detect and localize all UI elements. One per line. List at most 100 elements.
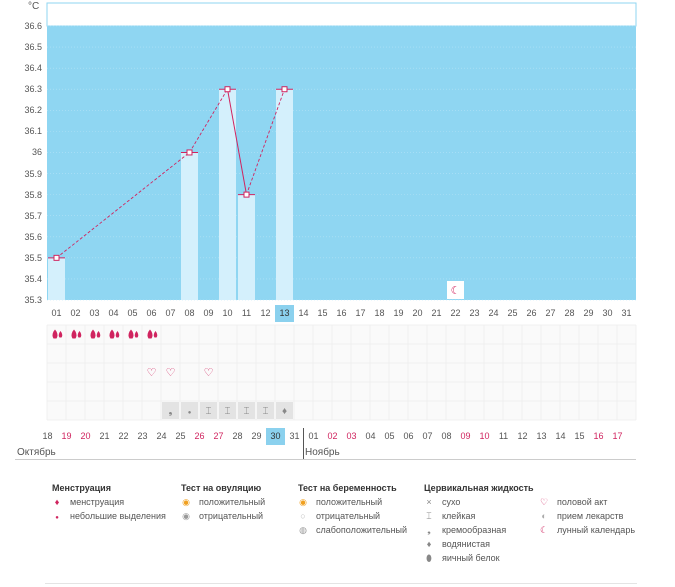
- creamy-icon: ❟: [427, 525, 431, 535]
- menstruation-drop-icon: [90, 329, 101, 339]
- legend-ovulation-positive: ◉ положительный: [179, 497, 265, 508]
- legend-fluid-sticky: ⌶ клейкая: [422, 511, 475, 522]
- y-tick-label: 36.3: [24, 84, 42, 95]
- legend-menstruation-title: Менструация: [52, 483, 111, 493]
- cycle-day-label[interactable]: 19: [393, 308, 404, 318]
- calendar-date-label: 09: [460, 431, 471, 441]
- legend-medication: ◐ прием лекарств: [537, 511, 623, 521]
- cycle-day-label[interactable]: 02: [70, 308, 81, 318]
- cycle-day-label[interactable]: 23: [469, 308, 480, 318]
- y-tick-label: 35.5: [24, 252, 42, 263]
- legend-label: яичный белок: [442, 553, 500, 563]
- cycle-day-label[interactable]: 27: [545, 308, 556, 318]
- cycle-day-label[interactable]: 05: [127, 308, 138, 318]
- cycle-day-label[interactable]: 20: [412, 308, 423, 318]
- fluid-cell: [181, 402, 198, 419]
- spotting-icon: ●: [188, 410, 192, 416]
- egg-white-icon: ⬮: [426, 553, 432, 563]
- month-label: Октябрь: [17, 447, 56, 458]
- temperature-chart: ☾ ♡ ♡ ♡ ❟ ● ⌶ ⌶ ⌶ ⌶ ♦: [46, 2, 637, 421]
- ovulation-positive-icon: ◉: [182, 497, 190, 507]
- calendar-date-label: 16: [593, 431, 604, 441]
- cycle-day-label[interactable]: 21: [431, 308, 442, 318]
- sticky-icon: ⌶: [426, 511, 432, 521]
- y-tick-label: 36.6: [24, 21, 42, 31]
- cycle-day-label[interactable]: 01: [51, 308, 62, 318]
- legend-fluid-watery: ♦ водянистая: [422, 539, 490, 549]
- cycle-day-label[interactable]: 12: [260, 308, 271, 318]
- cycle-day-label[interactable]: 24: [488, 308, 499, 318]
- temperature-bar: [48, 257, 65, 300]
- calendar-date-label: 25: [175, 431, 186, 441]
- legend-pregnancy-title: Тест на беременность: [298, 483, 397, 493]
- cycle-day-label[interactable]: 06: [146, 308, 157, 318]
- y-axis-unit: °C: [28, 1, 40, 12]
- pill-icon: ◐: [541, 511, 547, 521]
- cycle-day-label[interactable]: 25: [507, 308, 518, 318]
- month-label: Ноябрь: [305, 447, 340, 458]
- cycle-day-label[interactable]: 31: [621, 308, 632, 318]
- calendar-date-label: 01: [308, 431, 319, 441]
- cycle-day-label[interactable]: 15: [317, 308, 328, 318]
- legend-label: клейкая: [442, 511, 476, 521]
- calendar-date-label: 15: [574, 431, 585, 441]
- cycle-day-label[interactable]: 18: [374, 308, 385, 318]
- legend-spotting-item: ● небольшие выделения: [50, 511, 166, 521]
- y-tick-label: 36: [31, 147, 42, 158]
- cycle-day-label[interactable]: 17: [355, 308, 366, 318]
- legend-fluid-dry: × сухо: [422, 497, 460, 507]
- temperature-bar: [238, 194, 255, 300]
- legend-label: половой акт: [557, 497, 608, 507]
- y-tick-label: 35.4: [24, 273, 42, 284]
- temperature-point: [281, 86, 288, 93]
- cycle-day-label[interactable]: 22: [450, 308, 461, 318]
- calendar-date-label: 12: [517, 431, 528, 441]
- menstruation-drop-icon: [147, 329, 158, 339]
- calendar-date-label: 17: [612, 431, 623, 441]
- cycle-day-label[interactable]: 29: [583, 308, 594, 318]
- y-tick-label: 36.5: [24, 42, 42, 53]
- legend-label: небольшие выделения: [70, 511, 166, 521]
- cycle-day-label[interactable]: 16: [336, 308, 347, 318]
- cycle-day-label[interactable]: 03: [89, 308, 100, 318]
- legend-moon: ☾ лунный календарь: [537, 525, 635, 536]
- calendar-date-label: 27: [213, 431, 224, 441]
- temperature-point: [186, 149, 193, 156]
- temperature-point: [243, 191, 250, 198]
- ovulation-negative-icon: ◉: [182, 511, 190, 521]
- cycle-day-label[interactable]: 28: [564, 308, 575, 318]
- cycle-day-label[interactable]: 10: [222, 308, 233, 318]
- calendar-date-label: 23: [137, 431, 148, 441]
- calendar-date-label: 30: [266, 428, 285, 445]
- cycle-day-label[interactable]: 04: [108, 308, 119, 318]
- cycle-day-label[interactable]: 14: [298, 308, 309, 318]
- temperature-line-segment: [246, 89, 285, 195]
- legend-label: менструация: [70, 497, 125, 507]
- y-tick-label: 36.4: [24, 63, 42, 74]
- y-tick-label: 35.3: [24, 295, 42, 305]
- menstruation-drop-icon: [109, 329, 120, 339]
- legend-pregnancy-weak: ◍ слабоположительный: [296, 525, 407, 536]
- cycle-day-label[interactable]: 07: [165, 308, 176, 318]
- heart-icon: ♡: [147, 367, 157, 379]
- cycle-day-label[interactable]: 09: [203, 308, 214, 318]
- cycle-day-label[interactable]: 26: [526, 308, 537, 318]
- sticky-icon: ⌶: [206, 406, 212, 417]
- plot-top-strip: [46, 2, 637, 27]
- legend-label: прием лекарств: [557, 511, 624, 521]
- heart-icon: ♡: [204, 367, 214, 379]
- calendar-date-label: 28: [232, 431, 243, 441]
- y-tick-label: 35.7: [24, 210, 42, 221]
- cycle-day-label[interactable]: 13: [275, 305, 294, 322]
- cycle-day-label[interactable]: 08: [184, 308, 195, 318]
- pregnancy-positive-icon: ◉: [299, 497, 307, 507]
- calendar-date-label: 02: [327, 431, 338, 441]
- calendar-date-label: 14: [555, 431, 566, 441]
- cycle-day-label[interactable]: 30: [602, 308, 613, 318]
- cycle-day-label[interactable]: 11: [241, 308, 252, 318]
- pregnancy-weak-icon: ◍: [299, 525, 307, 535]
- legend-intercourse: ♡ половой акт: [537, 497, 607, 508]
- calendar-date-label: 04: [365, 431, 376, 441]
- calendar-date-label: 05: [384, 431, 395, 441]
